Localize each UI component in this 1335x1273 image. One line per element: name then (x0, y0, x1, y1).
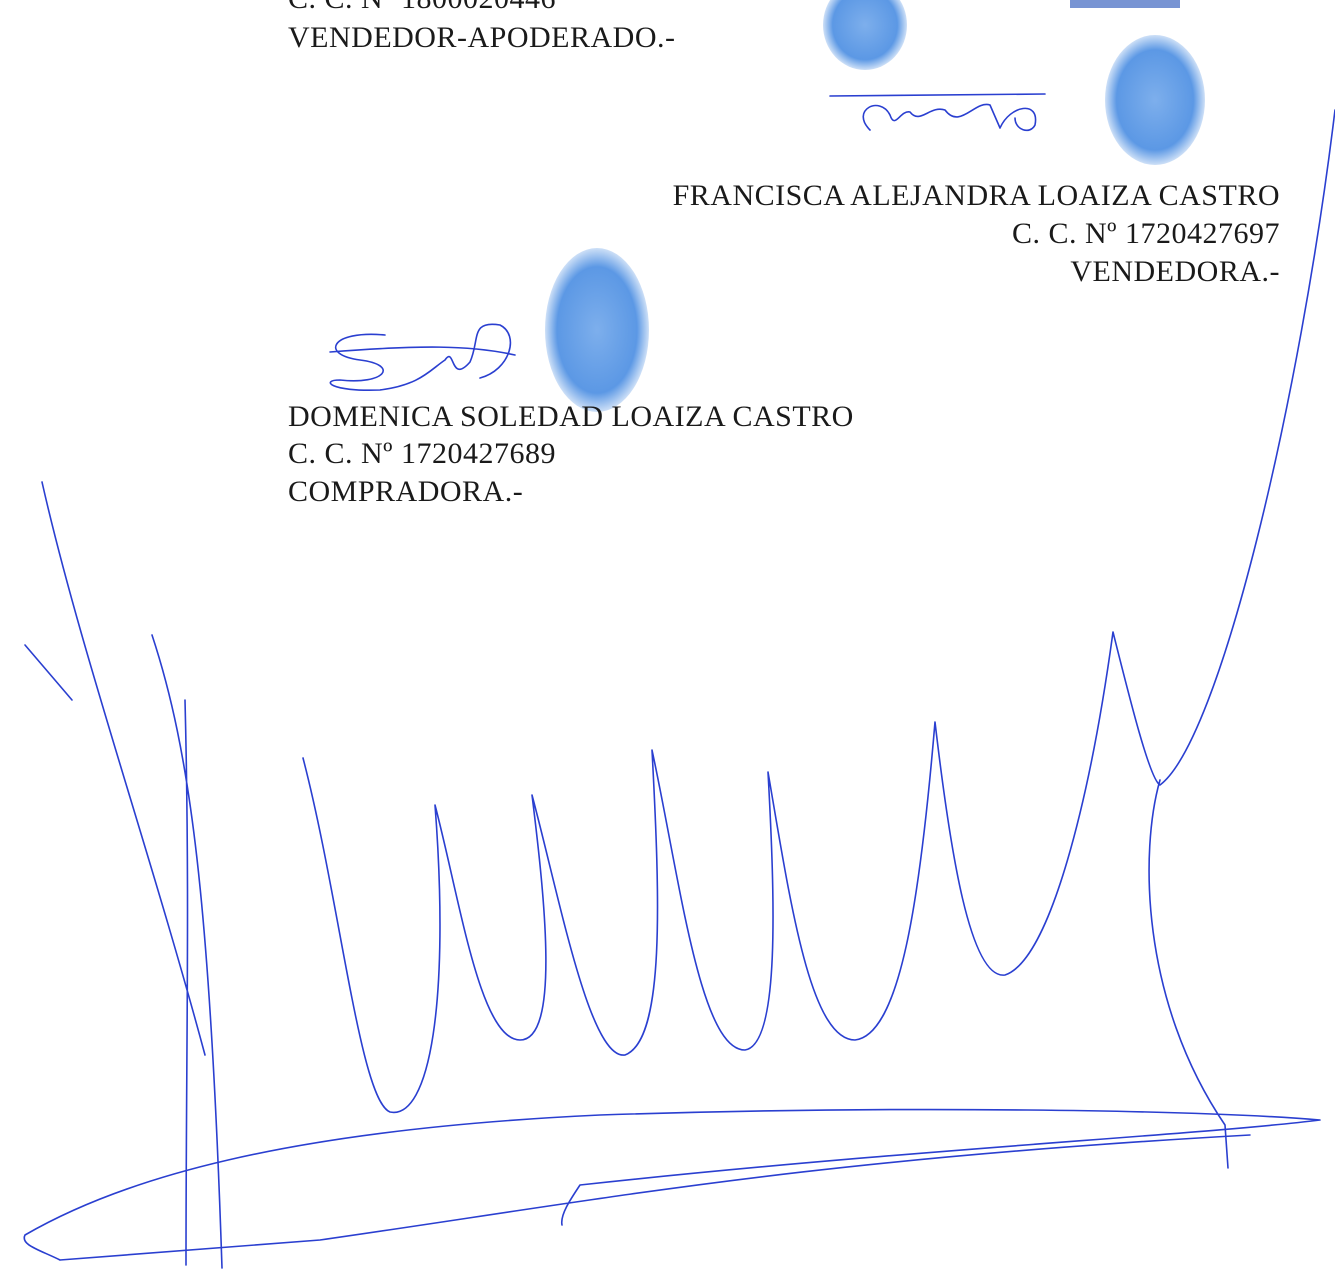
id-number: C. C. Nº 1720427697 (1012, 217, 1280, 250)
fingerprint (545, 248, 649, 412)
signature-stroke (1148, 779, 1229, 1169)
stamp-fragment (1070, 0, 1180, 8)
role: COMPRADORA.- (288, 475, 523, 508)
role: VENDEDOR-APODERADO.- (288, 21, 675, 54)
signature-stroke (23, 1108, 1321, 1261)
signature-stroke (41, 481, 206, 1056)
signature-stroke (24, 644, 73, 701)
name: FRANCISCA ALEJANDRA LOAIZA CASTRO (673, 179, 1280, 212)
id-number: C. C. Nº 1800020446 (288, 0, 556, 15)
signature (829, 93, 1046, 132)
signature (329, 323, 516, 392)
role: VENDEDORA.- (1070, 255, 1280, 288)
fingerprint (1105, 35, 1205, 165)
id-number: C. C. Nº 1720427689 (288, 437, 556, 470)
signature-stroke (302, 109, 1335, 1114)
name: DOMENICA SOLEDAD LOAIZA CASTRO (288, 400, 854, 433)
fingerprint (823, 0, 907, 70)
signature-stroke (151, 634, 223, 1269)
